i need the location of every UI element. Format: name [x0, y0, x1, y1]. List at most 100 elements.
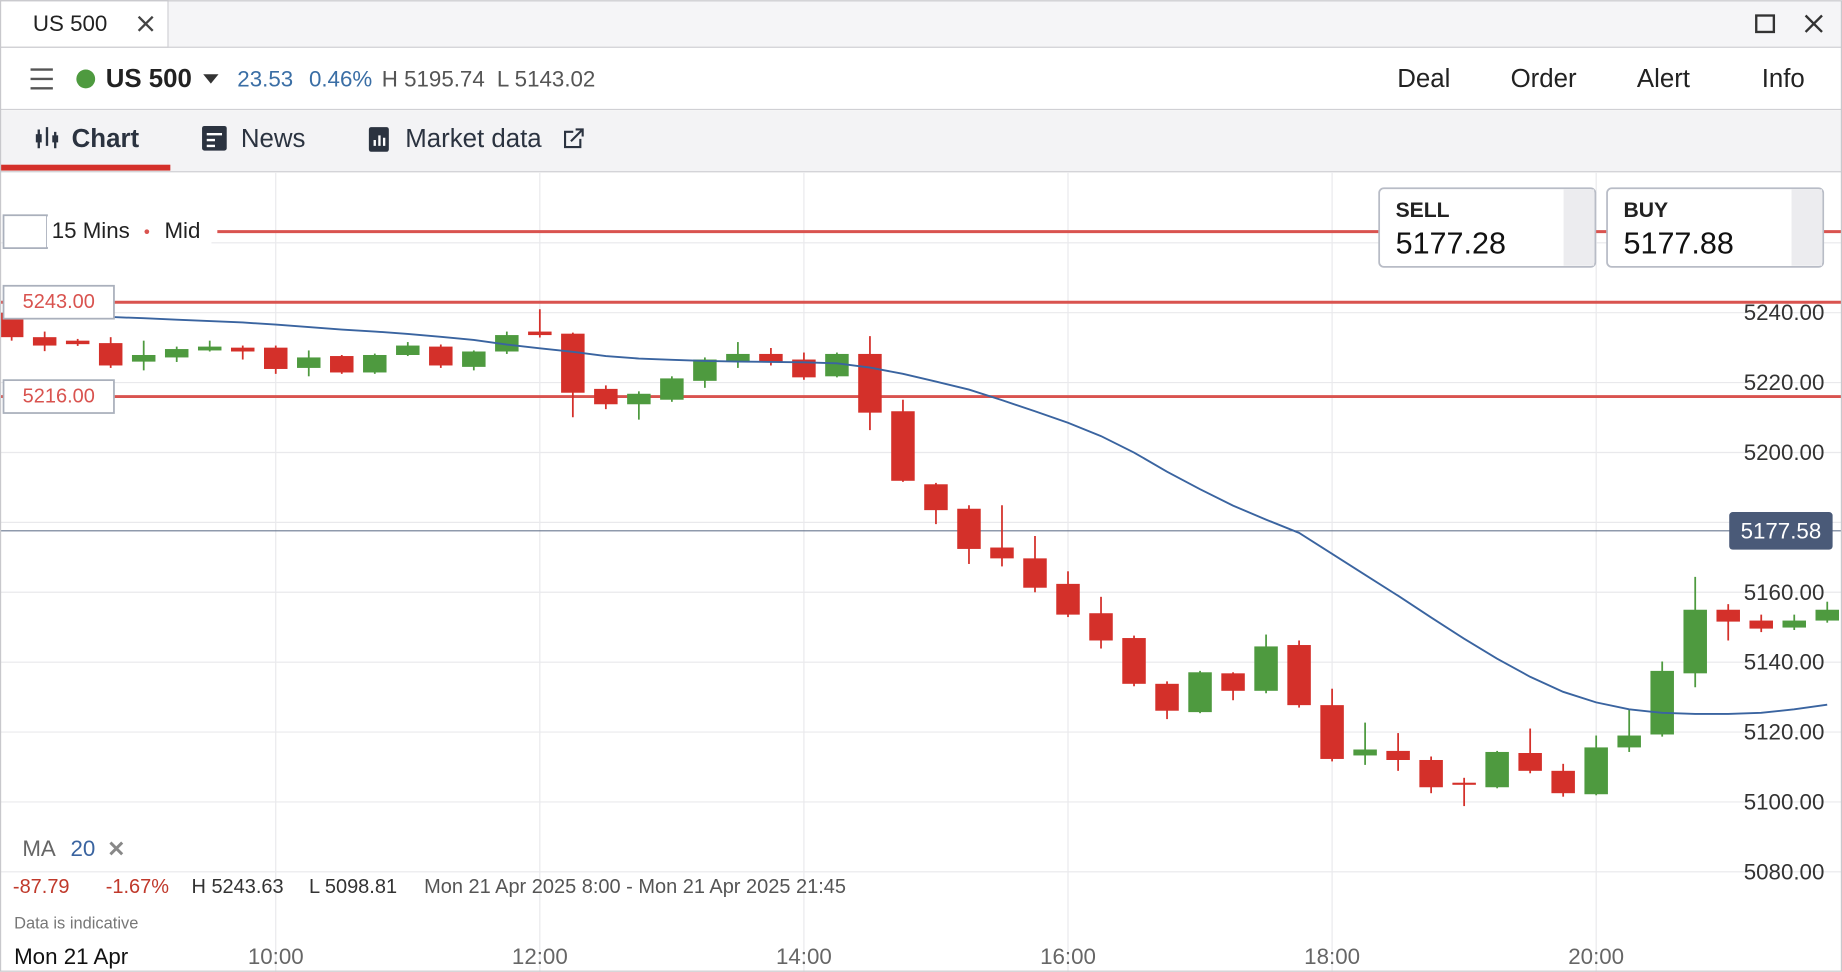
- remove-indicator-icon[interactable]: [109, 841, 124, 856]
- y-tick-label: 5240.00: [1744, 300, 1825, 325]
- note: Data is indicative: [14, 915, 138, 933]
- level-label: 5243.00: [23, 291, 95, 313]
- current-price-tag: [1729, 512, 1833, 550]
- buy-button[interactable]: [1606, 187, 1825, 268]
- candle-body: [1650, 670, 1674, 735]
- change-pct: 0.46%: [309, 66, 372, 91]
- tab-chart[interactable]: Chart: [72, 125, 140, 153]
- candle-body: [594, 388, 618, 405]
- close-window-icon[interactable]: [1804, 14, 1823, 33]
- tab-news[interactable]: News: [241, 125, 306, 153]
- x-tick-label: 18:00: [1304, 944, 1360, 969]
- candle-body: [924, 484, 948, 511]
- candle-body: [1056, 583, 1080, 615]
- candle-body: [363, 354, 387, 373]
- price-type[interactable]: Mid: [164, 218, 200, 243]
- candle-body: [1452, 782, 1476, 785]
- level-label-box: [2, 284, 115, 320]
- change: 23.53: [237, 66, 293, 91]
- title-bar: [0, 0, 1842, 48]
- candle-body: [528, 331, 552, 336]
- candle-body: [1716, 609, 1740, 622]
- candle-body: [32, 337, 57, 346]
- interval-bg: [46, 216, 212, 247]
- action-button[interactable]: Deal: [1397, 65, 1450, 93]
- candle-body: [990, 547, 1014, 559]
- x-tick-label: 20:00: [1568, 944, 1624, 969]
- action-button[interactable]: Order: [1511, 65, 1577, 93]
- candle-body: [1089, 613, 1113, 641]
- candle-body: [429, 346, 453, 366]
- market-data-icon: [373, 135, 386, 146]
- sell-button-edge: [1563, 189, 1595, 266]
- candle-body: [792, 359, 816, 378]
- overlay: 5243.00 5216.00 15 Mins Mid SELL 5177.28 BUY 51…: [2, 187, 1833, 933]
- sell-price: 5177.28: [1396, 226, 1506, 260]
- candle-body: [660, 378, 684, 400]
- close-tab-icon[interactable]: [137, 15, 154, 32]
- action-bar: Deal Order Alert Info: [1397, 65, 1805, 93]
- candle-body: [1419, 759, 1443, 788]
- candle-body: [1122, 638, 1146, 684]
- action-button[interactable]: Info: [1762, 65, 1805, 93]
- candle-body: [98, 343, 123, 366]
- maximize-icon[interactable]: [1755, 14, 1776, 34]
- plot-area: 10:00 12:00 14:00 16:00 18:00 20:00 5080.00 510…: [0, 172, 1842, 972]
- candle-body: [65, 340, 90, 345]
- x-tick-label: 12:00: [512, 944, 568, 969]
- external-link-icon[interactable]: [563, 128, 584, 149]
- chart-icon: [35, 134, 42, 143]
- dropdown-caret[interactable]: [203, 74, 219, 84]
- candle-body: [1485, 751, 1509, 788]
- candle-body: [462, 351, 486, 367]
- sell-label: SELL: [1396, 199, 1450, 222]
- sell-button[interactable]: [1378, 187, 1597, 268]
- instrument-name[interactable]: US 500: [106, 65, 192, 93]
- action-button[interactable]: Alert: [1637, 65, 1690, 93]
- y-tick-label: 5160.00: [1744, 580, 1825, 605]
- window-tab[interactable]: [0, 0, 169, 48]
- candle-body: [693, 359, 717, 381]
- tab-title[interactable]: US 500: [33, 11, 107, 36]
- candle-body: [627, 393, 651, 405]
- candle-body: [891, 411, 915, 481]
- y-tick-label: 5100.00: [1744, 789, 1825, 814]
- stat-change-pct: -1.67%: [106, 876, 170, 898]
- news-icon: [206, 132, 223, 148]
- candle-body: [1287, 645, 1311, 706]
- x-tick-label: 14:00: [776, 944, 832, 969]
- day-high: H 5195.74: [382, 66, 485, 91]
- candle-body: [1518, 753, 1542, 771]
- buy-label: BUY: [1623, 199, 1668, 222]
- interval[interactable]: 15 Mins: [52, 218, 130, 243]
- candle-body: [197, 346, 222, 351]
- ma-name: MA: [22, 836, 56, 861]
- tab-market-data[interactable]: Market data: [405, 125, 542, 153]
- menu-icon[interactable]: [30, 68, 53, 90]
- candle-body: [1749, 620, 1773, 629]
- candle-body: [1617, 735, 1641, 748]
- candle-body: [1782, 620, 1806, 628]
- stat-high: H 5243.63: [191, 876, 283, 898]
- alert-label-box: [2, 214, 48, 249]
- y-tick-label: 5140.00: [1744, 650, 1825, 675]
- candle-body: [297, 357, 321, 368]
- candle-body: [1254, 646, 1278, 691]
- news-icon: [202, 125, 227, 151]
- candle-body: [1188, 672, 1212, 713]
- tab-bar: [0, 110, 1842, 172]
- candle-body: [264, 347, 288, 369]
- candle-body: [164, 349, 189, 358]
- current-price-label: 5177.58: [1741, 518, 1822, 543]
- candle-body: [330, 356, 354, 373]
- date-label: Mon 21 Apr: [14, 944, 129, 969]
- candle-body: [858, 353, 882, 413]
- candle-body: [1023, 558, 1047, 588]
- candle-body: [1353, 749, 1377, 756]
- candle-body: [825, 353, 849, 377]
- x-tick-label: 10:00: [248, 944, 304, 969]
- candle-body: [1815, 609, 1840, 621]
